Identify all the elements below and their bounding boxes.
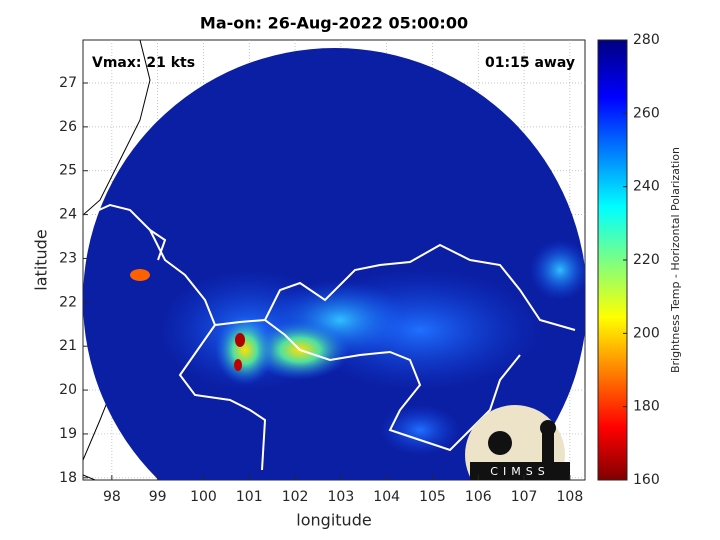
imagery: CIMSS (83, 40, 585, 480)
x-tick-label: 108 (557, 489, 584, 505)
y-axis-label: latitude (32, 229, 51, 290)
colorbar-tick-label: 240 (633, 179, 660, 195)
annotation: 01:15 away (485, 55, 575, 71)
y-tick-label: 20 (59, 382, 77, 398)
x-tick-label: 105 (419, 489, 446, 505)
x-tick-label: 100 (190, 489, 217, 505)
x-tick-label: 104 (373, 489, 400, 505)
colorbar (597, 39, 628, 481)
logo-text: CIMSS (490, 465, 549, 478)
y-tick-label: 26 (59, 119, 77, 135)
colorbar-label: Brightness Temp - Horizontal Polarizatio… (669, 147, 682, 373)
x-tick-label: 98 (103, 489, 121, 505)
x-tick-label: 106 (465, 489, 492, 505)
logo: CIMSS (465, 405, 570, 480)
x-tick-label: 107 (511, 489, 538, 505)
x-tick-label: 99 (149, 489, 167, 505)
x-tick-label: 101 (236, 489, 263, 505)
y-tick-label: 23 (59, 250, 77, 266)
y-tick-label: 18 (59, 470, 77, 486)
annotation: Vmax: 21 kts (92, 55, 195, 71)
y-tick-label: 22 (59, 294, 77, 310)
colorbar-tick-label: 280 (633, 32, 660, 48)
colorbar-tick-label: 160 (633, 472, 660, 488)
x-tick-label: 103 (328, 489, 355, 505)
colorbar-tick-label: 180 (633, 399, 660, 415)
colorbar-tick-label: 220 (633, 252, 660, 268)
y-tick-label: 19 (59, 426, 77, 442)
x-tick-label: 102 (282, 489, 309, 505)
colorbar-tick-label: 260 (633, 105, 660, 121)
y-tick-label: 21 (59, 338, 77, 354)
colorbar-tick-label: 200 (633, 325, 660, 341)
x-axis-label: longitude (296, 511, 371, 530)
chart-title: Ma-on: 26-Aug-2022 05:00:00 (200, 14, 468, 33)
y-tick-label: 27 (59, 75, 77, 91)
y-tick-label: 25 (59, 163, 77, 179)
y-tick-label: 24 (59, 207, 77, 223)
